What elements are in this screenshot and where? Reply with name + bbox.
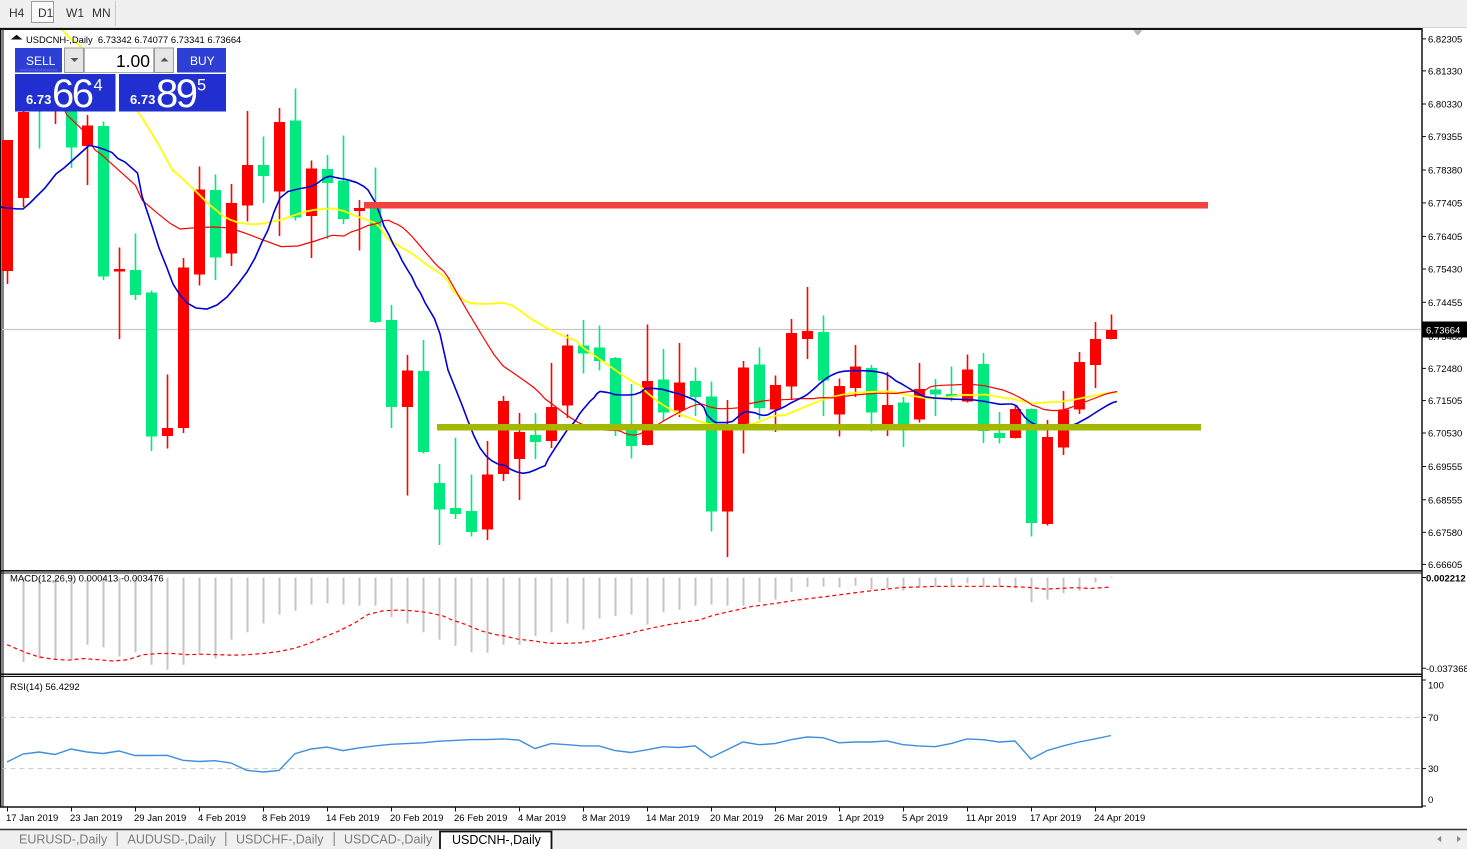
svg-text:5: 5 — [197, 77, 206, 95]
svg-text:30: 30 — [1428, 764, 1439, 775]
svg-text:14 Feb 2019: 14 Feb 2019 — [326, 813, 379, 824]
svg-text:6.73: 6.73 — [26, 92, 51, 107]
svg-text:6.66605: 6.66605 — [1428, 560, 1462, 571]
svg-text:89: 89 — [156, 72, 197, 116]
svg-text:24 Apr 2019: 24 Apr 2019 — [1094, 813, 1145, 824]
svg-text:1.00: 1.00 — [116, 51, 150, 71]
svg-text:H4: H4 — [9, 6, 25, 20]
svg-text:14 Mar 2019: 14 Mar 2019 — [646, 813, 699, 824]
svg-text:6.67580: 6.67580 — [1428, 528, 1462, 539]
svg-text:26 Feb 2019: 26 Feb 2019 — [454, 813, 507, 824]
svg-text:BUY: BUY — [190, 54, 215, 68]
svg-text:11 Apr 2019: 11 Apr 2019 — [966, 813, 1017, 824]
svg-text:20 Feb 2019: 20 Feb 2019 — [390, 813, 443, 824]
svg-text:6.70530: 6.70530 — [1428, 429, 1462, 440]
svg-text:6.82305: 6.82305 — [1428, 34, 1462, 45]
svg-text:6.71505: 6.71505 — [1428, 396, 1462, 407]
svg-text:4 Feb 2019: 4 Feb 2019 — [198, 813, 246, 824]
svg-text:6.80330: 6.80330 — [1428, 100, 1462, 111]
svg-text:USDCNH-,Daily: USDCNH-,Daily — [452, 833, 542, 847]
svg-text:70: 70 — [1428, 713, 1439, 724]
svg-text:23 Jan 2019: 23 Jan 2019 — [70, 813, 122, 824]
svg-text:6.69555: 6.69555 — [1428, 462, 1462, 473]
svg-text:USDCHF-,Daily: USDCHF-,Daily — [236, 833, 324, 847]
svg-text:8 Feb 2019: 8 Feb 2019 — [262, 813, 310, 824]
svg-text:17 Jan 2019: 17 Jan 2019 — [6, 813, 58, 824]
svg-text:0: 0 — [1428, 795, 1433, 806]
svg-text:0.002212: 0.002212 — [1426, 574, 1466, 585]
svg-text:66: 66 — [52, 72, 93, 116]
svg-text:6.75430: 6.75430 — [1428, 265, 1462, 276]
svg-text:AUDUSD-,Daily: AUDUSD-,Daily — [128, 833, 217, 847]
svg-text:USDCNH-,Daily 6.73342 6.74077: USDCNH-,Daily 6.73342 6.74077 6.73341 6.… — [26, 34, 241, 45]
svg-text:6.81330: 6.81330 — [1428, 66, 1462, 77]
svg-text:26 Mar 2019: 26 Mar 2019 — [774, 813, 827, 824]
svg-text:6.76405: 6.76405 — [1428, 232, 1462, 243]
svg-text:4 Mar 2019: 4 Mar 2019 — [518, 813, 566, 824]
svg-text:MN: MN — [92, 6, 111, 20]
svg-text:29 Jan 2019: 29 Jan 2019 — [134, 813, 186, 824]
svg-text:20 Mar 2019: 20 Mar 2019 — [710, 813, 763, 824]
svg-text:17 Apr 2019: 17 Apr 2019 — [1030, 813, 1081, 824]
svg-text:6.77405: 6.77405 — [1428, 198, 1462, 209]
svg-text:100: 100 — [1428, 681, 1444, 692]
svg-text:-0.037368: -0.037368 — [1426, 664, 1467, 675]
svg-text:6.72480: 6.72480 — [1428, 364, 1462, 375]
svg-text:6.78380: 6.78380 — [1428, 166, 1462, 177]
svg-text:W1: W1 — [66, 6, 84, 20]
svg-text:8 Mar 2019: 8 Mar 2019 — [582, 813, 630, 824]
svg-text:6.73: 6.73 — [130, 92, 155, 107]
svg-text:MACD(12,26,9) 0.000413 -0.0034: MACD(12,26,9) 0.000413 -0.003476 — [10, 574, 164, 585]
svg-text:SELL: SELL — [26, 54, 56, 68]
svg-text:6.73664: 6.73664 — [1426, 326, 1460, 337]
svg-text:RSI(14) 56.4292: RSI(14) 56.4292 — [10, 682, 80, 693]
svg-text:6.68555: 6.68555 — [1428, 495, 1462, 506]
svg-text:USDCAD-,Daily: USDCAD-,Daily — [344, 833, 433, 847]
svg-text:D1: D1 — [38, 6, 54, 20]
svg-text:4: 4 — [94, 77, 103, 95]
svg-text:6.79355: 6.79355 — [1428, 132, 1462, 143]
svg-text:EURUSD-,Daily: EURUSD-,Daily — [19, 833, 108, 847]
svg-text:1 Apr 2019: 1 Apr 2019 — [838, 813, 884, 824]
svg-text:6.74455: 6.74455 — [1428, 298, 1462, 309]
svg-text:5 Apr 2019: 5 Apr 2019 — [902, 813, 948, 824]
